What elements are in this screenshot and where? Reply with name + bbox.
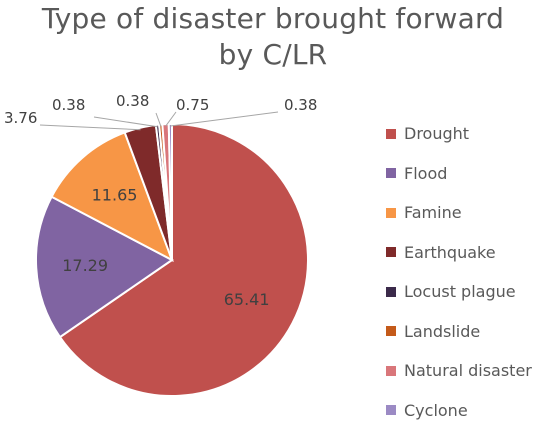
legend-item-famine: Famine — [386, 193, 532, 233]
legend-item-natural-disaster: Natural disaster — [386, 351, 532, 391]
legend-swatch-locust-plague — [386, 287, 396, 297]
pie-chart: Type of disaster brought forward by C/LR… — [0, 0, 546, 416]
legend-swatch-natural-disaster — [386, 366, 396, 376]
legend-label-cyclone: Cyclone — [404, 401, 468, 420]
legend-label-landslide: Landslide — [404, 322, 480, 341]
legend-item-drought: Drought — [386, 114, 532, 154]
data-label-drought: 65.41 — [224, 290, 270, 309]
legend-item-cyclone: Cyclone — [386, 391, 532, 430]
leader-line-locust-plague — [94, 117, 158, 127]
legend: Drought Flood Famine Earthquake Locust plagu… — [386, 114, 532, 430]
legend-label-earthquake: Earthquake — [404, 243, 496, 262]
legend-swatch-drought — [386, 129, 396, 139]
legend-swatch-earthquake — [386, 247, 396, 257]
legend-item-flood: Flood — [386, 154, 532, 194]
data-label-famine: 11.65 — [92, 186, 138, 205]
legend-label-locust-plague: Locust plague — [404, 282, 516, 301]
legend-swatch-flood — [386, 168, 396, 178]
legend-swatch-landslide — [386, 326, 396, 336]
data-label-locust-plague: 0.38 — [52, 96, 85, 114]
legend-swatch-cyclone — [386, 405, 396, 415]
legend-item-earthquake: Earthquake — [386, 233, 532, 273]
legend-label-natural-disaster: Natural disaster — [404, 361, 532, 380]
data-label-cyclone: 0.38 — [284, 96, 317, 114]
data-label-natural-disaster: 0.75 — [176, 96, 209, 114]
leader-line-cyclone — [170, 112, 278, 126]
data-label-landslide: 0.38 — [116, 92, 149, 110]
legend-swatch-famine — [386, 208, 396, 218]
data-label-earthquake: 3.76 — [4, 109, 37, 127]
legend-item-locust-plague: Locust plague — [386, 272, 532, 312]
legend-label-drought: Drought — [404, 124, 469, 143]
legend-item-landslide: Landslide — [386, 312, 532, 352]
legend-label-flood: Flood — [404, 164, 447, 183]
data-label-flood: 17.29 — [62, 256, 108, 275]
legend-label-famine: Famine — [404, 203, 462, 222]
leader-line-earthquake — [40, 125, 141, 130]
